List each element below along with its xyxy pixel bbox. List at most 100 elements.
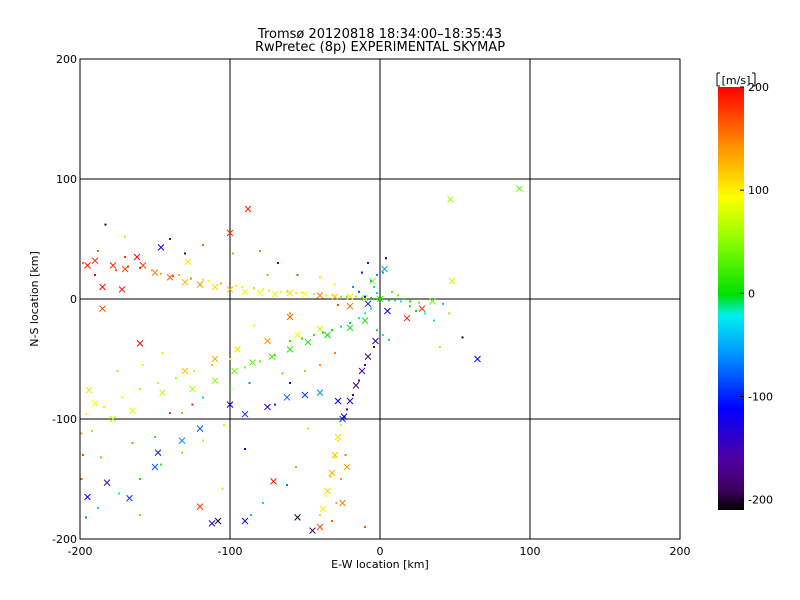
data-point-dot (94, 274, 96, 276)
data-point-x (84, 493, 91, 501)
data-point-x (339, 499, 346, 507)
data-point-dot (118, 492, 120, 495)
data-point-x (181, 367, 189, 375)
data-point-dot (400, 300, 402, 303)
data-point-dot (346, 408, 348, 411)
data-point-x (109, 262, 117, 269)
data-point-dot (202, 396, 204, 399)
data-point-x (226, 229, 234, 237)
data-point-x (99, 305, 106, 312)
data-point-x (474, 355, 481, 363)
data-point-dot (181, 451, 183, 454)
colorbar-tick-label: 200 (748, 81, 769, 94)
data-point-x (324, 331, 331, 339)
data-point-x (136, 340, 144, 347)
data-point-dot (82, 262, 84, 264)
data-point-dot (85, 516, 87, 519)
data-point-dot (139, 514, 141, 516)
data-point-x (418, 305, 426, 312)
data-point-dot (253, 287, 255, 290)
data-point-x (286, 346, 294, 353)
data-point-x (294, 331, 301, 339)
data-point-x (346, 397, 354, 405)
data-point-dot (139, 478, 141, 480)
colorbar-tick-label: -100 (748, 391, 773, 404)
data-point-dot (235, 284, 237, 287)
data-point-x (361, 294, 369, 302)
data-point-dot (259, 360, 261, 363)
data-point-dot (307, 427, 309, 430)
data-point-x (304, 338, 312, 346)
data-point-dot (241, 286, 243, 288)
data-point-dot (286, 290, 288, 293)
data-point-dot (433, 319, 435, 322)
data-point-dot (139, 388, 141, 390)
data-point-dot (313, 293, 315, 296)
data-point-dot (97, 506, 99, 509)
data-point-x (189, 385, 196, 393)
data-point-dot (344, 454, 347, 456)
chart-title: Tromsø 20120818 18:34:00–18:35:43 (257, 27, 502, 42)
data-point-dot (319, 364, 321, 366)
data-point-x (234, 346, 241, 353)
data-point-dot (268, 289, 270, 292)
data-point-dot (295, 292, 297, 294)
x-tick-label: -100 (218, 545, 243, 558)
data-point-dot (97, 250, 99, 252)
data-point-dot (370, 296, 372, 299)
data-point-x (226, 286, 234, 293)
data-point-dot (367, 262, 369, 264)
data-point-dot (232, 252, 234, 255)
data-point-dot (160, 463, 162, 466)
data-point-dot (169, 412, 171, 414)
data-point-x (384, 307, 391, 315)
x-tick-label: -200 (68, 545, 93, 558)
data-point-dot (355, 295, 357, 298)
colorbar-unit-text: [m/s] (722, 74, 751, 87)
data-point-dot (229, 358, 231, 360)
data-point-x (133, 253, 141, 261)
data-point-dot (296, 274, 299, 276)
y-tick-label: -200 (52, 533, 77, 546)
data-point-dot (370, 280, 372, 282)
data-point-dot (160, 272, 162, 275)
data-point-x (157, 244, 165, 251)
data-point-x (369, 277, 376, 285)
data-point-x (154, 449, 162, 456)
data-point-dot (193, 370, 195, 372)
data-point-x (109, 415, 117, 423)
data-point-x (316, 325, 324, 333)
data-point-x (241, 517, 249, 525)
data-point-dot (364, 364, 366, 366)
colorbar-ticks: 200 100 0 -100 -200 (740, 81, 773, 507)
data-point-x (283, 394, 291, 401)
data-point-dot (139, 266, 141, 269)
data-point-dot (286, 484, 288, 486)
data-point-dot (349, 322, 351, 324)
data-point-dot (80, 478, 83, 480)
data-point-dot (262, 502, 264, 504)
data-point-dot (208, 280, 210, 282)
data-point-x (429, 298, 436, 305)
data-point-x (85, 386, 93, 394)
data-point-dot (397, 294, 399, 297)
y-axis-label: N-S location [km] (28, 251, 41, 347)
data-point-x (352, 382, 360, 389)
data-point-x (286, 313, 294, 321)
data-point-dot (364, 295, 366, 298)
data-point-x (241, 288, 249, 296)
data-point-dot (151, 269, 153, 272)
data-point-dot (250, 514, 252, 516)
data-point-x (208, 520, 216, 527)
data-point-x (211, 283, 219, 291)
colorbar (718, 87, 744, 510)
data-point-x (211, 355, 219, 363)
data-point-dot (409, 300, 411, 303)
data-point-dot (361, 296, 363, 299)
data-point-dot (337, 304, 339, 306)
data-point-x (381, 265, 388, 273)
data-point-dot (376, 292, 378, 294)
data-point-dot (373, 346, 375, 348)
data-point-dot (385, 257, 387, 260)
